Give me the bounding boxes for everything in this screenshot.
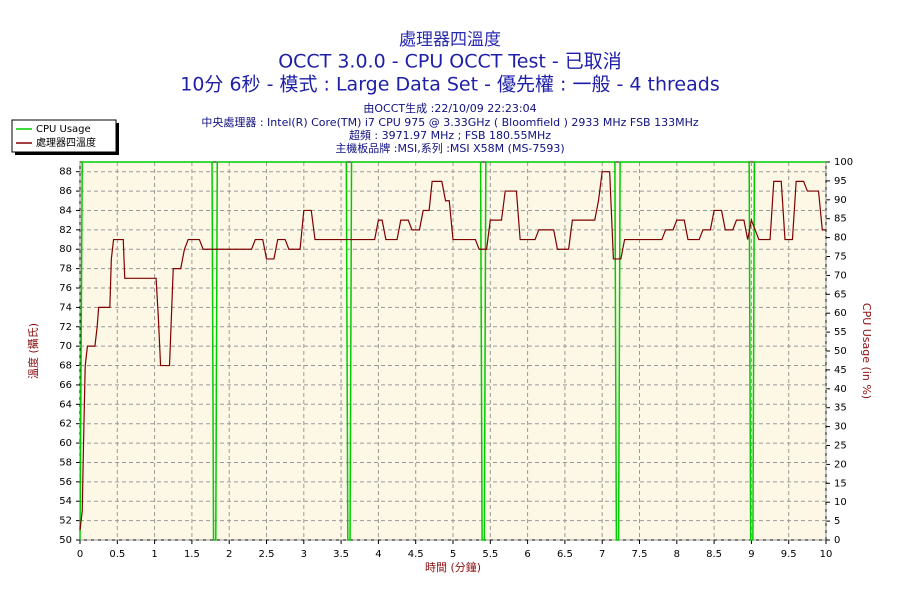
y-tick-label: 68 <box>59 361 72 372</box>
x-tick-label: 5 <box>450 549 456 560</box>
x-tick-label: 9.5 <box>781 549 797 560</box>
x-axis-label: 時間 (分鐘) <box>425 560 481 574</box>
y2-axis-label: CPU Usage (in %) <box>860 303 873 399</box>
legend-label: 處理器四溫度 <box>36 136 96 149</box>
x-tick-label: 2.5 <box>259 549 275 560</box>
info-line: 由OCCT生成 :22/10/09 22:23:04 <box>363 101 536 115</box>
y-tick-label: 86 <box>59 186 72 197</box>
y2-tick-label: 70 <box>834 270 847 281</box>
y2-tick-label: 90 <box>834 195 847 206</box>
x-tick-label: 7 <box>599 549 605 560</box>
y-tick-label: 88 <box>59 167 72 178</box>
x-tick-label: 6 <box>524 549 530 560</box>
x-tick-label: 8 <box>674 549 680 560</box>
x-tick-label: 0 <box>77 549 83 560</box>
y2-tick-label: 45 <box>834 365 847 376</box>
y2-tick-label: 85 <box>834 214 847 225</box>
y-tick-label: 64 <box>59 399 72 410</box>
x-tick-label: 3 <box>301 549 307 560</box>
y-tick-label: 50 <box>59 535 72 546</box>
x-tick-label: 1 <box>151 549 157 560</box>
info-line: 超頻 : 3971.97 MHz ; FSB 180.55MHz <box>349 128 551 142</box>
x-tick-label: 3.5 <box>333 549 349 560</box>
y-tick-label: 62 <box>59 419 72 430</box>
y2-tick-label: 55 <box>834 327 847 338</box>
y2-tick-label: 40 <box>834 384 847 395</box>
y2-tick-label: 65 <box>834 289 847 300</box>
subtitle: OCCT 3.0.0 - CPU OCCT Test - 已取消 <box>278 51 622 73</box>
series-line <box>79 161 826 541</box>
y2-tick-label: 75 <box>834 252 847 263</box>
x-tick-label: 9 <box>748 549 754 560</box>
x-tick-label: 0.5 <box>109 549 125 560</box>
chart-title: 處理器四溫度 <box>399 30 501 50</box>
y2-tick-label: 80 <box>834 233 847 244</box>
y-tick-label: 76 <box>59 283 72 294</box>
series-line <box>79 171 826 531</box>
x-tick-label: 4.5 <box>408 549 424 560</box>
y-tick-label: 78 <box>59 264 72 275</box>
y2-tick-label: 5 <box>834 516 840 527</box>
subtitle: 10分 6秒 - 模式 : Large Data Set - 優先權 : 一般 … <box>180 74 719 96</box>
x-tick-label: 10 <box>820 549 833 560</box>
x-tick-label: 7.5 <box>632 549 648 560</box>
y-tick-label: 70 <box>59 341 72 352</box>
y-tick-label: 80 <box>59 244 72 255</box>
y-tick-label: 82 <box>59 225 72 236</box>
y-axis-label: 溫度 (攝氏) <box>26 323 40 379</box>
y2-tick-label: 30 <box>834 422 847 433</box>
y2-tick-label: 95 <box>834 176 847 187</box>
info-line: 主機板品牌 :MSI,系列 :MSI X58M (MS-7593) <box>335 141 564 155</box>
x-tick-label: 4 <box>375 549 381 560</box>
legend-label: CPU Usage <box>36 124 91 135</box>
info-line: 中央處理器 : Intel(R) Core(TM) i7 CPU 975 @ 3… <box>201 115 699 129</box>
y-tick-label: 54 <box>59 496 72 507</box>
legend-box <box>11 119 117 153</box>
y-tick-label: 84 <box>59 205 72 216</box>
y2-tick-label: 100 <box>834 157 853 168</box>
x-tick-label: 6.5 <box>557 549 573 560</box>
y-tick-label: 74 <box>59 302 72 313</box>
y-tick-label: 52 <box>59 516 72 527</box>
y2-tick-label: 60 <box>834 308 847 319</box>
y2-tick-label: 10 <box>834 497 847 508</box>
y-tick-label: 58 <box>59 457 72 468</box>
y-tick-label: 66 <box>59 380 72 391</box>
x-tick-label: 8.5 <box>706 549 722 560</box>
y-tick-label: 60 <box>59 438 72 449</box>
y-tick-label: 56 <box>59 477 72 488</box>
y-tick-label: 72 <box>59 322 72 333</box>
x-tick-label: 1.5 <box>184 549 200 560</box>
y2-tick-label: 50 <box>834 346 847 357</box>
y2-tick-label: 35 <box>834 403 847 414</box>
y2-tick-label: 20 <box>834 459 847 470</box>
y2-tick-label: 0 <box>834 535 840 546</box>
y2-tick-label: 25 <box>834 441 847 452</box>
x-tick-label: 5.5 <box>482 549 498 560</box>
x-tick-label: 2 <box>226 549 232 560</box>
y2-tick-label: 15 <box>834 478 847 489</box>
